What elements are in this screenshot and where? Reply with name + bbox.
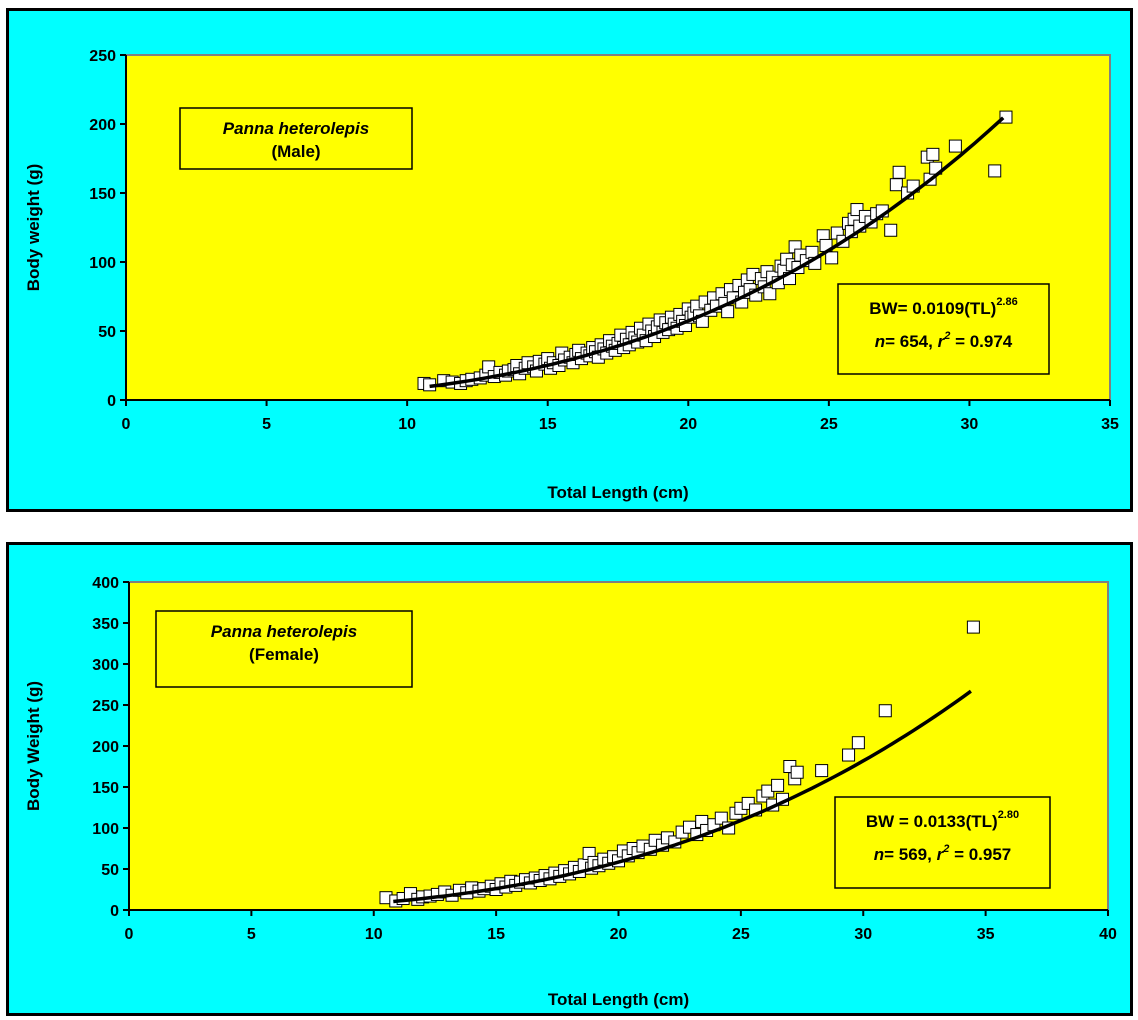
equation-exponent: 2.80 [998,809,1019,821]
y-tick-label: 250 [89,48,116,65]
y-tick-label: 50 [98,324,116,341]
regression-curve [429,116,1005,389]
x-tick-label: 20 [679,416,697,433]
y-tick-label: 0 [110,903,119,920]
species-label-box [179,107,413,170]
data-point [884,223,898,237]
stats-r-exponent: 2 [943,330,950,342]
stats-text: n= 654, r2 = 0.974 [875,330,1013,351]
x-tick-label: 0 [125,926,134,943]
y-tick-label: 300 [92,657,119,674]
data-point [889,178,903,192]
stats-n-value: = 569, [884,845,936,864]
data-point [842,748,856,762]
x-tick-label: 5 [262,416,271,433]
x-tick-label: 20 [610,926,628,943]
y-tick-label: 50 [101,862,119,879]
y-tick-label: 150 [92,780,119,797]
regression-curve [393,689,972,904]
y-axis-title: Body weight (g) [24,164,43,291]
data-point [815,764,829,778]
data-point [948,139,962,153]
equation-exponent: 2.86 [996,296,1017,308]
x-axis-title: Total Length (cm) [547,483,688,502]
data-point [714,811,728,825]
x-tick-label: 30 [854,926,872,943]
y-tick-label: 100 [89,255,116,272]
stats-n-value: = 654, [885,332,937,351]
stats-r-label: r [937,845,945,864]
stats-r-label: r [938,332,946,351]
data-point [851,736,865,750]
stats-text: n= 569, r2 = 0.957 [874,843,1012,864]
species-name: Panna heterolepis [223,119,369,138]
sex-label: (Male) [271,142,320,161]
x-tick-label: 0 [122,416,131,433]
data-point [771,778,785,792]
x-tick-label: 35 [1101,416,1119,433]
y-tick-label: 350 [92,616,119,633]
x-tick-label: 35 [977,926,995,943]
chart-male: 0 50 100 150 200 250 0 5 10 15 20 25 30 35 Total Lengt… [24,48,1119,502]
chart-female: 0 50 100 150 200 250 300 350 400 0 5 10 15 20 25 30 35 40… [24,575,1117,1009]
y-tick-label: 100 [92,821,119,838]
data-point [763,287,777,301]
x-tick-label: 15 [539,416,557,433]
sex-label: (Female) [249,645,319,664]
y-tick-label: 150 [89,186,116,203]
y-tick-label: 0 [107,393,116,410]
x-tick-label: 25 [820,416,838,433]
data-point [878,704,892,718]
species-name: Panna heterolepis [211,622,357,641]
data-point [790,765,804,779]
equation-box [837,283,1050,375]
stats-n-label: n [874,845,884,864]
x-tick-label: 10 [398,416,416,433]
data-point [988,164,1002,178]
equation-box [834,796,1051,889]
stats-r-exponent: 2 [942,843,949,855]
x-tick-label: 5 [247,926,256,943]
y-tick-label: 250 [92,698,119,715]
data-point [966,620,980,634]
x-tick-label: 40 [1099,926,1117,943]
data-point [825,251,839,265]
y-tick-label: 200 [89,117,116,134]
x-tick-label: 30 [961,416,979,433]
equation-text: BW = 0.0133(TL)2.80 [866,809,1019,831]
data-point [926,147,940,161]
chart-panel-female: 0 50 100 150 200 250 300 350 400 0 5 10 15 20 25 30 35 40… [6,542,1133,1016]
x-tick-label: 15 [487,926,505,943]
x-tick-label: 10 [365,926,383,943]
x-axis-title: Total Length (cm) [548,990,689,1009]
data-point [892,165,906,179]
stats-r-value: = 0.957 [949,845,1011,864]
stats-r-value: = 0.974 [950,332,1012,351]
equation-main: BW= 0.0109(TL) [869,299,996,318]
y-tick-label: 400 [92,575,119,592]
y-tick-label: 200 [92,739,119,756]
equation-main: BW = 0.0133(TL) [866,812,998,831]
x-tick-label: 25 [732,926,750,943]
species-label-box [155,610,413,688]
chart-panel-male: 0 50 100 150 200 250 0 5 10 15 20 25 30 35 Total Lengt… [6,8,1133,512]
y-axis-title: Body Weight (g) [24,681,43,811]
stats-n-label: n [875,332,885,351]
equation-text: BW= 0.0109(TL)2.86 [869,296,1017,318]
